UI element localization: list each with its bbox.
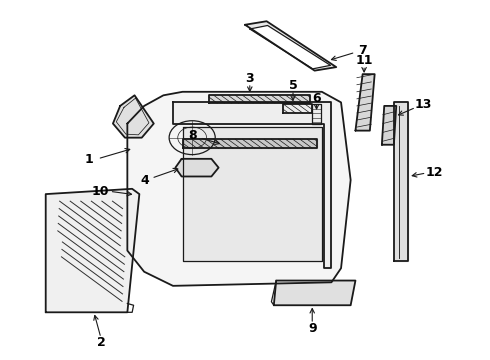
- Polygon shape: [283, 104, 312, 113]
- Text: 5: 5: [289, 79, 297, 92]
- Text: 9: 9: [308, 323, 317, 336]
- Text: 7: 7: [358, 44, 367, 57]
- Text: 13: 13: [415, 98, 432, 111]
- Polygon shape: [394, 102, 408, 261]
- Polygon shape: [175, 159, 219, 176]
- Text: 4: 4: [141, 174, 149, 186]
- Polygon shape: [173, 102, 331, 268]
- Polygon shape: [183, 127, 322, 261]
- Polygon shape: [46, 189, 139, 312]
- Polygon shape: [245, 21, 336, 71]
- Polygon shape: [312, 104, 321, 123]
- Text: 10: 10: [91, 185, 109, 198]
- Polygon shape: [355, 74, 375, 131]
- Text: 12: 12: [426, 166, 443, 179]
- Polygon shape: [250, 26, 330, 69]
- Polygon shape: [113, 95, 154, 138]
- Text: 2: 2: [97, 337, 105, 350]
- Text: 3: 3: [245, 72, 254, 85]
- Polygon shape: [382, 106, 396, 145]
- Text: 8: 8: [188, 129, 196, 142]
- Polygon shape: [274, 280, 355, 305]
- Text: 6: 6: [312, 92, 321, 105]
- Polygon shape: [209, 95, 310, 103]
- Text: 11: 11: [355, 54, 373, 67]
- Polygon shape: [127, 92, 351, 286]
- Text: 1: 1: [85, 153, 93, 166]
- Polygon shape: [183, 139, 317, 148]
